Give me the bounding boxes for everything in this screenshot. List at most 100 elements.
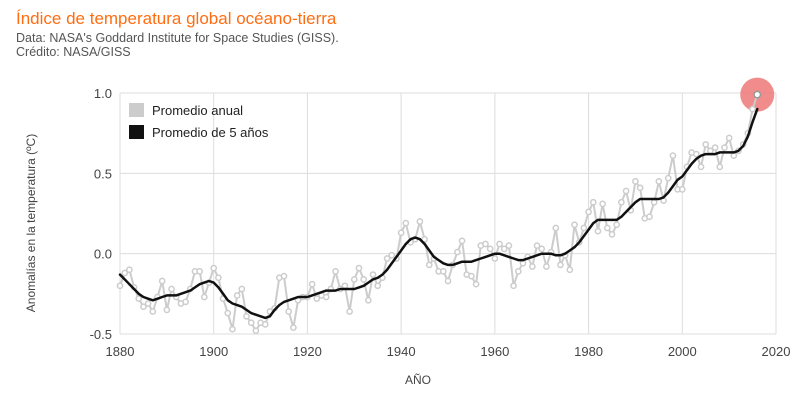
annual-point[interactable]	[224, 309, 232, 317]
annual-point[interactable]	[238, 285, 246, 293]
annual-point[interactable]	[678, 186, 686, 193]
annual-point[interactable]	[571, 221, 578, 229]
annual-point[interactable]	[566, 266, 574, 274]
annual-point[interactable]	[229, 325, 236, 333]
annual-point[interactable]	[585, 208, 592, 216]
annual-point[interactable]	[454, 248, 461, 256]
annual-point[interactable]	[252, 327, 260, 335]
annual-point[interactable]	[552, 224, 560, 232]
annual-point[interactable]	[510, 282, 517, 290]
annual-point[interactable]	[144, 300, 152, 307]
annual-point[interactable]	[730, 152, 738, 160]
annual-point[interactable]	[519, 259, 527, 267]
annual-point[interactable]	[725, 134, 733, 142]
annual-point[interactable]	[618, 198, 625, 206]
annual-point[interactable]	[215, 274, 222, 282]
annual-point[interactable]	[514, 267, 522, 275]
annual-point[interactable]	[538, 245, 546, 253]
annual-point[interactable]	[135, 295, 143, 303]
annual-point[interactable]	[364, 296, 372, 304]
annual-point[interactable]	[158, 277, 166, 285]
annual-point[interactable]	[702, 141, 710, 148]
annual-point[interactable]	[383, 255, 391, 262]
annual-point[interactable]	[655, 178, 663, 185]
annual-point[interactable]	[580, 224, 588, 232]
latest-record-point[interactable]	[753, 90, 762, 99]
legend-label-annual[interactable]: Promedio anual	[152, 103, 243, 118]
annual-point[interactable]	[692, 150, 700, 158]
annual-point[interactable]	[350, 276, 358, 283]
annual-point[interactable]	[608, 231, 616, 238]
annual-point[interactable]	[613, 221, 621, 229]
annual-point[interactable]	[116, 282, 124, 290]
annual-point[interactable]	[355, 264, 363, 272]
annual-point[interactable]	[210, 264, 218, 272]
annual-point[interactable]	[599, 200, 606, 208]
annual-point[interactable]	[285, 308, 293, 315]
annual-point[interactable]	[589, 198, 597, 206]
annual-point[interactable]	[636, 184, 644, 192]
annual-point[interactable]	[397, 229, 405, 237]
annual-point[interactable]	[360, 276, 368, 283]
annual-point[interactable]	[200, 293, 208, 301]
annual-point[interactable]	[543, 263, 550, 270]
annual-point[interactable]	[149, 308, 157, 315]
annual-point[interactable]	[421, 235, 428, 243]
annual-point[interactable]	[163, 306, 171, 314]
annual-point[interactable]	[444, 277, 452, 285]
annual-point[interactable]	[247, 319, 255, 327]
annual-point[interactable]	[491, 255, 499, 262]
annual-point[interactable]	[505, 242, 513, 249]
annual-point[interactable]	[458, 237, 466, 245]
annual-point[interactable]	[468, 272, 475, 280]
annual-point[interactable]	[594, 227, 602, 235]
annual-point[interactable]	[711, 144, 719, 151]
annual-point[interactable]	[721, 144, 728, 151]
annual-point[interactable]	[500, 245, 508, 253]
annual-point[interactable]	[126, 266, 133, 274]
annual-point[interactable]	[528, 263, 536, 270]
annual-point[interactable]	[290, 324, 297, 331]
annual-point[interactable]	[121, 269, 129, 277]
annual-point[interactable]	[243, 312, 250, 320]
annual-point[interactable]	[196, 267, 204, 275]
annual-point[interactable]	[669, 152, 677, 160]
annual-point[interactable]	[313, 295, 321, 303]
annual-point[interactable]	[496, 240, 503, 248]
annual-point[interactable]	[482, 240, 489, 248]
annual-point[interactable]	[233, 292, 241, 299]
annual-point[interactable]	[402, 219, 410, 227]
annual-point[interactable]	[716, 163, 724, 171]
annual-point[interactable]	[261, 321, 269, 328]
legend-label-five-year[interactable]: Promedio de 5 años	[152, 125, 269, 140]
legend-swatch-five-year[interactable]	[129, 125, 144, 139]
annual-point[interactable]	[308, 280, 316, 288]
annual-point[interactable]	[168, 285, 175, 293]
annual-point[interactable]	[749, 105, 756, 113]
annual-point[interactable]	[472, 280, 480, 288]
annual-point[interactable]	[332, 267, 339, 275]
annual-point[interactable]	[622, 187, 630, 195]
annual-point[interactable]	[486, 245, 494, 253]
annual-point[interactable]	[182, 298, 189, 306]
annual-point[interactable]	[369, 271, 377, 278]
annual-point[interactable]	[341, 282, 349, 290]
annual-point[interactable]	[346, 308, 353, 315]
annual-point[interactable]	[416, 218, 424, 225]
annual-point[interactable]	[322, 293, 330, 301]
annual-point[interactable]	[425, 261, 433, 269]
annual-point[interactable]	[603, 224, 611, 232]
annual-point[interactable]	[646, 213, 653, 221]
annual-point[interactable]	[388, 251, 396, 259]
annual-point[interactable]	[697, 163, 705, 171]
annual-point[interactable]	[140, 303, 147, 311]
annual-point[interactable]	[664, 174, 672, 182]
annual-point[interactable]	[650, 198, 658, 206]
legend-swatch-annual[interactable]	[129, 103, 144, 117]
annual-point[interactable]	[374, 282, 382, 290]
annual-point[interactable]	[280, 272, 288, 280]
annual-point[interactable]	[439, 267, 447, 275]
annual-point[interactable]	[533, 242, 541, 249]
annual-point[interactable]	[632, 178, 639, 185]
annual-point[interactable]	[557, 261, 564, 269]
